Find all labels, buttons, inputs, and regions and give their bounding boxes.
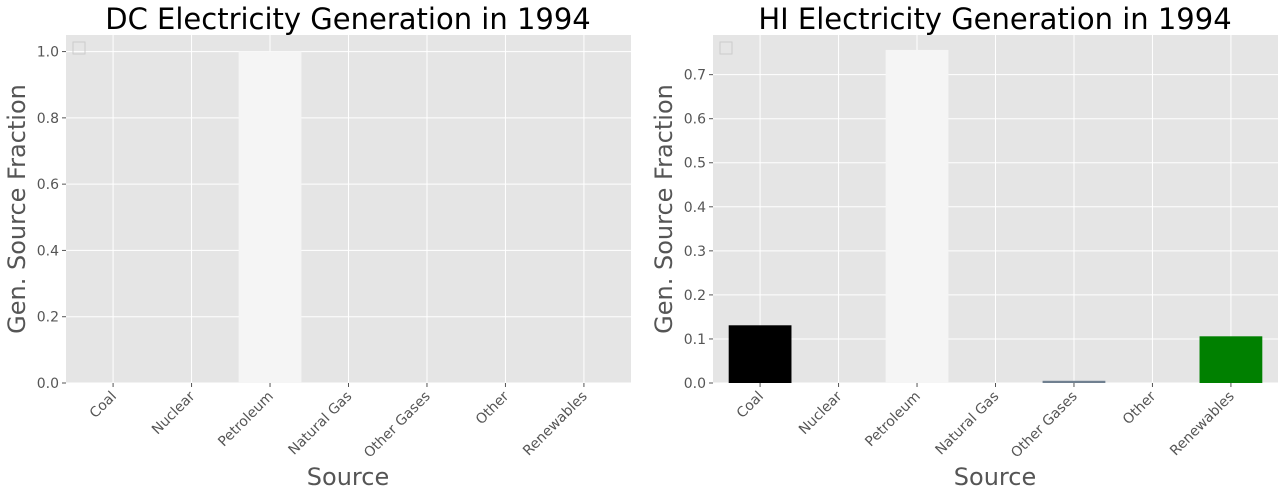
dc-x-tick-label: Other bbox=[473, 388, 513, 428]
dc-chart-title: DC Electricity Generation in 1994 bbox=[105, 2, 591, 36]
hi-x-tick-label: Other Gases bbox=[1008, 389, 1081, 462]
dc-x-tick-label: Renewables bbox=[520, 389, 591, 460]
dc-y-tick-label: 0.2 bbox=[37, 310, 59, 326]
hi-x-tick-label: Natural Gas bbox=[932, 389, 1002, 459]
dc-x-tick-label: Nuclear bbox=[149, 388, 199, 438]
dc-y-axis-label: Gen. Source Fraction bbox=[3, 84, 31, 334]
dc-x-tick-label: Coal bbox=[87, 389, 120, 422]
dc-y-tick-label: 0.4 bbox=[37, 243, 59, 259]
hi-x-axis-label: Source bbox=[954, 463, 1036, 491]
dc-x-axis-label: Source bbox=[307, 463, 389, 491]
hi-x-tick-label: Other bbox=[1120, 388, 1160, 428]
hi-y-tick-label: 0.7 bbox=[684, 68, 706, 84]
hi-bar-coal bbox=[728, 325, 792, 383]
hi-chart-title: HI Electricity Generation in 1994 bbox=[758, 2, 1231, 36]
hi-bars bbox=[728, 49, 1263, 384]
dc-y-tick-label: 0.6 bbox=[37, 177, 59, 193]
hi-y-tick-label: 0.0 bbox=[684, 376, 706, 392]
hi-bar-petroleum bbox=[885, 49, 949, 384]
dc-x-tick-label: Petroleum bbox=[215, 389, 277, 451]
hi-legend-box bbox=[719, 41, 733, 55]
dc-y-tick-label: 0.8 bbox=[37, 111, 59, 127]
dc-y-tick-label: 0.0 bbox=[37, 376, 59, 392]
hi-y-tick-label: 0.3 bbox=[684, 244, 706, 260]
dc-bars bbox=[238, 51, 302, 383]
dc-chart-panel: 0.0 0.2 0.4 0.6 0.8 1.0 Coal Nuclear Petroleum Na… bbox=[3, 2, 631, 491]
hi-y-tick-label: 0.2 bbox=[684, 288, 706, 304]
hi-y-tick-label: 0.5 bbox=[684, 156, 706, 172]
dc-x-tick-label: Natural Gas bbox=[285, 389, 355, 459]
hi-y-tick-label: 0.6 bbox=[684, 112, 706, 128]
dc-bar-petroleum bbox=[238, 51, 302, 383]
hi-y-axis-label: Gen. Source Fraction bbox=[650, 84, 678, 334]
hi-x-tick-label: Coal bbox=[734, 389, 767, 422]
hi-x-tick-label: Nuclear bbox=[796, 388, 846, 438]
dc-x-tick-label: Other Gases bbox=[361, 389, 434, 462]
hi-y-tick-label: 0.4 bbox=[684, 200, 706, 216]
hi-x-tick-label: Renewables bbox=[1167, 389, 1238, 460]
hi-bar-other-gases bbox=[1042, 380, 1106, 383]
hi-bar-renewables bbox=[1199, 336, 1263, 383]
dc-legend-box bbox=[72, 41, 86, 55]
hi-x-tick-label: Petroleum bbox=[862, 389, 924, 451]
hi-y-tick-label: 0.1 bbox=[684, 332, 706, 348]
hi-chart-panel: 0.0 0.1 0.2 0.3 0.4 0.5 0.6 0.7 Coal Nuclear Petro… bbox=[650, 2, 1278, 491]
dc-y-tick-label: 1.0 bbox=[37, 45, 59, 61]
